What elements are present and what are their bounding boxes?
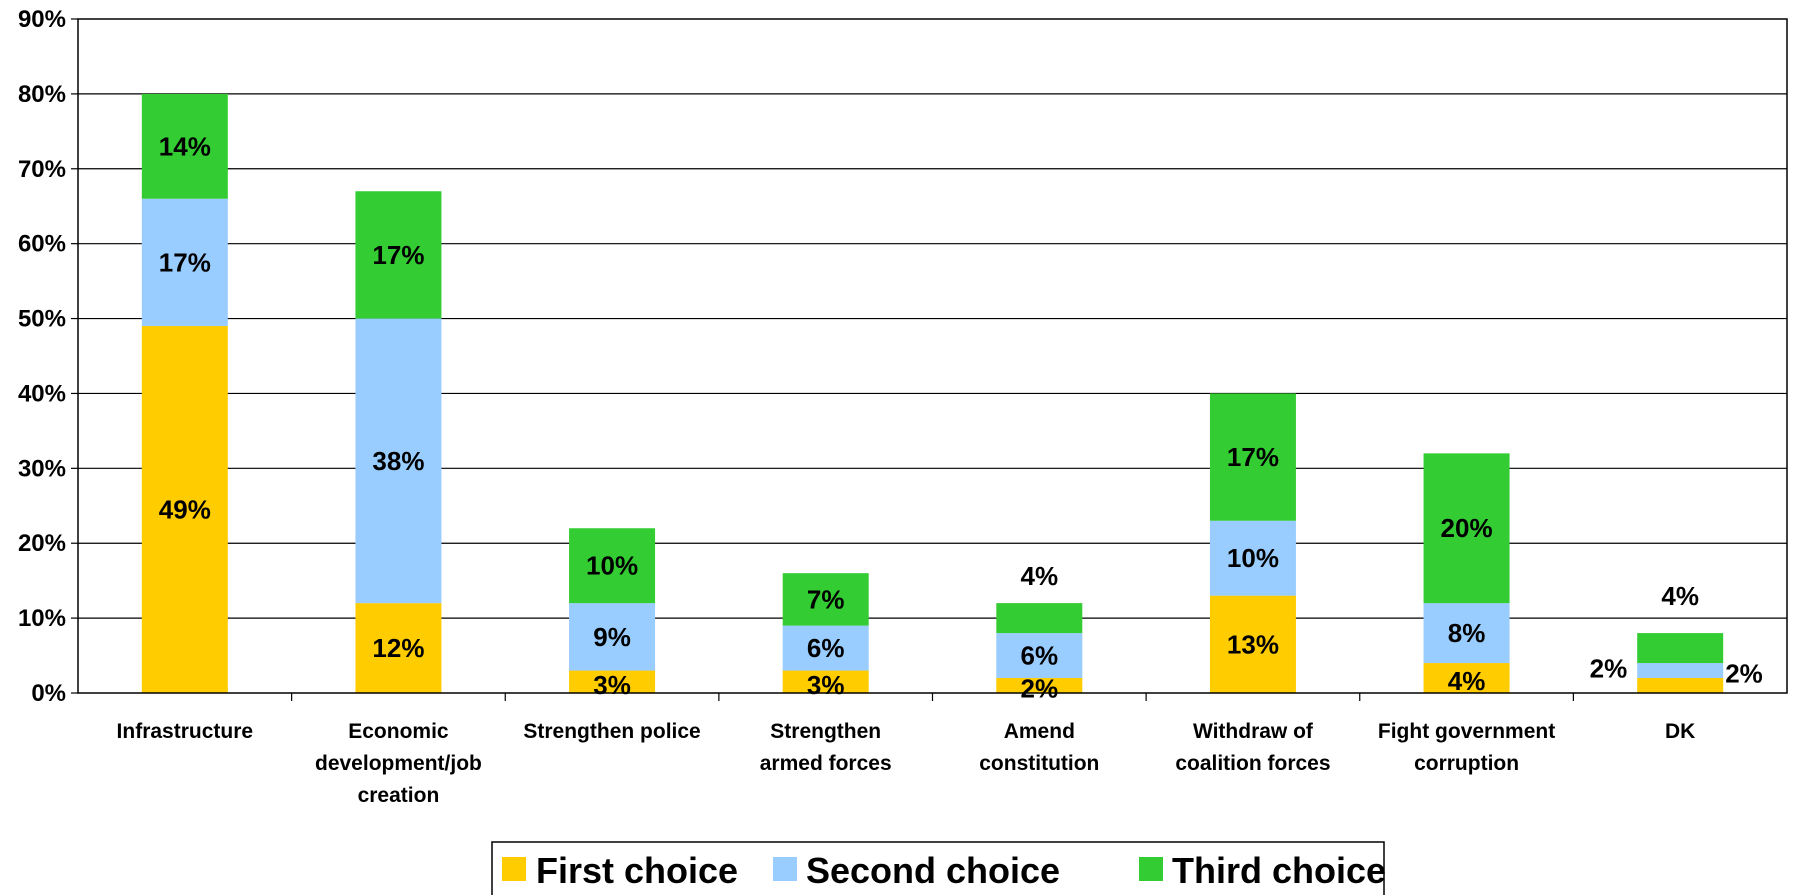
data-label: 4% — [1448, 666, 1486, 696]
y-tick-label: 0% — [31, 680, 66, 707]
data-label: 17% — [372, 240, 424, 270]
axes — [71, 18, 1788, 701]
x-tick-label: Infrastructure — [117, 720, 254, 743]
x-tick-label: Fight government corruption — [1378, 720, 1555, 775]
data-label: 6% — [807, 633, 845, 663]
bar-segment — [996, 633, 1083, 679]
data-label: 2% — [1725, 659, 1763, 689]
y-axis-ticks: 0% 10% 20% 30% 40% 50% 60% 70% 80% 90% — [18, 6, 66, 707]
y-tick-label: 30% — [18, 455, 66, 482]
data-label: 49% — [159, 495, 211, 525]
y-tick-label: 80% — [18, 81, 66, 108]
bar-segment — [1209, 393, 1296, 521]
y-tick-label: 20% — [18, 530, 66, 557]
bar-segment — [1209, 520, 1296, 596]
legend-label: First choice — [536, 850, 738, 891]
data-label: 3% — [807, 670, 845, 700]
bar-segment — [141, 93, 228, 199]
bar-segment — [782, 670, 869, 693]
bar-segment — [141, 198, 228, 327]
bar-segment — [141, 326, 228, 693]
bar-segment — [996, 678, 1083, 693]
data-label: 6% — [1021, 641, 1059, 671]
bar-segment — [355, 318, 442, 604]
bar-segment — [1423, 663, 1510, 693]
data-label: 38% — [372, 446, 424, 476]
bar-segment — [355, 191, 442, 319]
y-tick-label: 50% — [18, 306, 66, 333]
bar-segment — [782, 625, 869, 671]
data-label: 3% — [593, 670, 631, 700]
x-tick-label: Economic development/job creation — [315, 720, 482, 807]
bar-segment — [569, 528, 656, 604]
data-label: 4% — [1661, 581, 1699, 611]
y-tick-label: 40% — [18, 380, 66, 407]
bar-segment — [355, 603, 442, 693]
legend-swatch — [502, 857, 526, 881]
data-label: 4% — [1021, 561, 1059, 591]
y-tick-label: 70% — [18, 156, 66, 183]
data-label: 8% — [1448, 618, 1486, 648]
data-label: 17% — [1227, 442, 1279, 472]
data-label: 12% — [372, 633, 424, 663]
plot-area-frame — [77, 18, 1788, 694]
legend: First choice Second choice Third choice — [491, 841, 1386, 895]
x-tick-label: Withdraw of coalition forces — [1175, 720, 1330, 775]
data-labels: 49%17%14%12%38%17%3%9%10%3%6%7%2%6%4%13%… — [159, 131, 1763, 703]
bar-segment — [569, 603, 656, 671]
x-tick-label: Strengthen police — [523, 720, 700, 743]
data-label: 20% — [1441, 513, 1493, 543]
data-label: 2% — [1021, 674, 1059, 704]
gridlines — [78, 93, 1787, 619]
bar-segment — [996, 603, 1083, 634]
x-tick-label: Strengthen armed forces — [760, 720, 892, 775]
legend-swatch — [1139, 857, 1163, 881]
y-tick-label: 10% — [18, 605, 66, 632]
legend-swatch — [773, 857, 797, 881]
legend-box — [491, 841, 1385, 895]
bar-segment — [1423, 603, 1510, 664]
x-axis-ticks: Infrastructure Economic development/job cre… — [117, 720, 1696, 807]
bar-segment — [569, 670, 656, 693]
bars — [141, 93, 1724, 693]
y-tick-label: 60% — [18, 231, 66, 258]
data-label: 9% — [593, 622, 631, 652]
data-label: 2% — [1590, 654, 1628, 684]
y-tick-label: 90% — [18, 6, 66, 33]
bar-segment — [1637, 663, 1724, 679]
data-label: 10% — [1227, 543, 1279, 573]
bar-segment — [1637, 633, 1724, 664]
legend-label: Second choice — [806, 850, 1060, 891]
data-label: 7% — [807, 584, 845, 614]
legend-label: Third choice — [1172, 850, 1386, 891]
bar-segment — [1423, 453, 1510, 604]
x-tick-label: Amend constitution — [979, 720, 1099, 775]
bar-segment — [1637, 678, 1724, 693]
data-label: 17% — [159, 247, 211, 277]
data-label: 14% — [159, 131, 211, 161]
x-tick-label: DK — [1665, 720, 1695, 743]
bar-segment — [1209, 595, 1296, 693]
data-label: 13% — [1227, 629, 1279, 659]
data-label: 10% — [586, 551, 638, 581]
bar-segment — [782, 573, 869, 626]
